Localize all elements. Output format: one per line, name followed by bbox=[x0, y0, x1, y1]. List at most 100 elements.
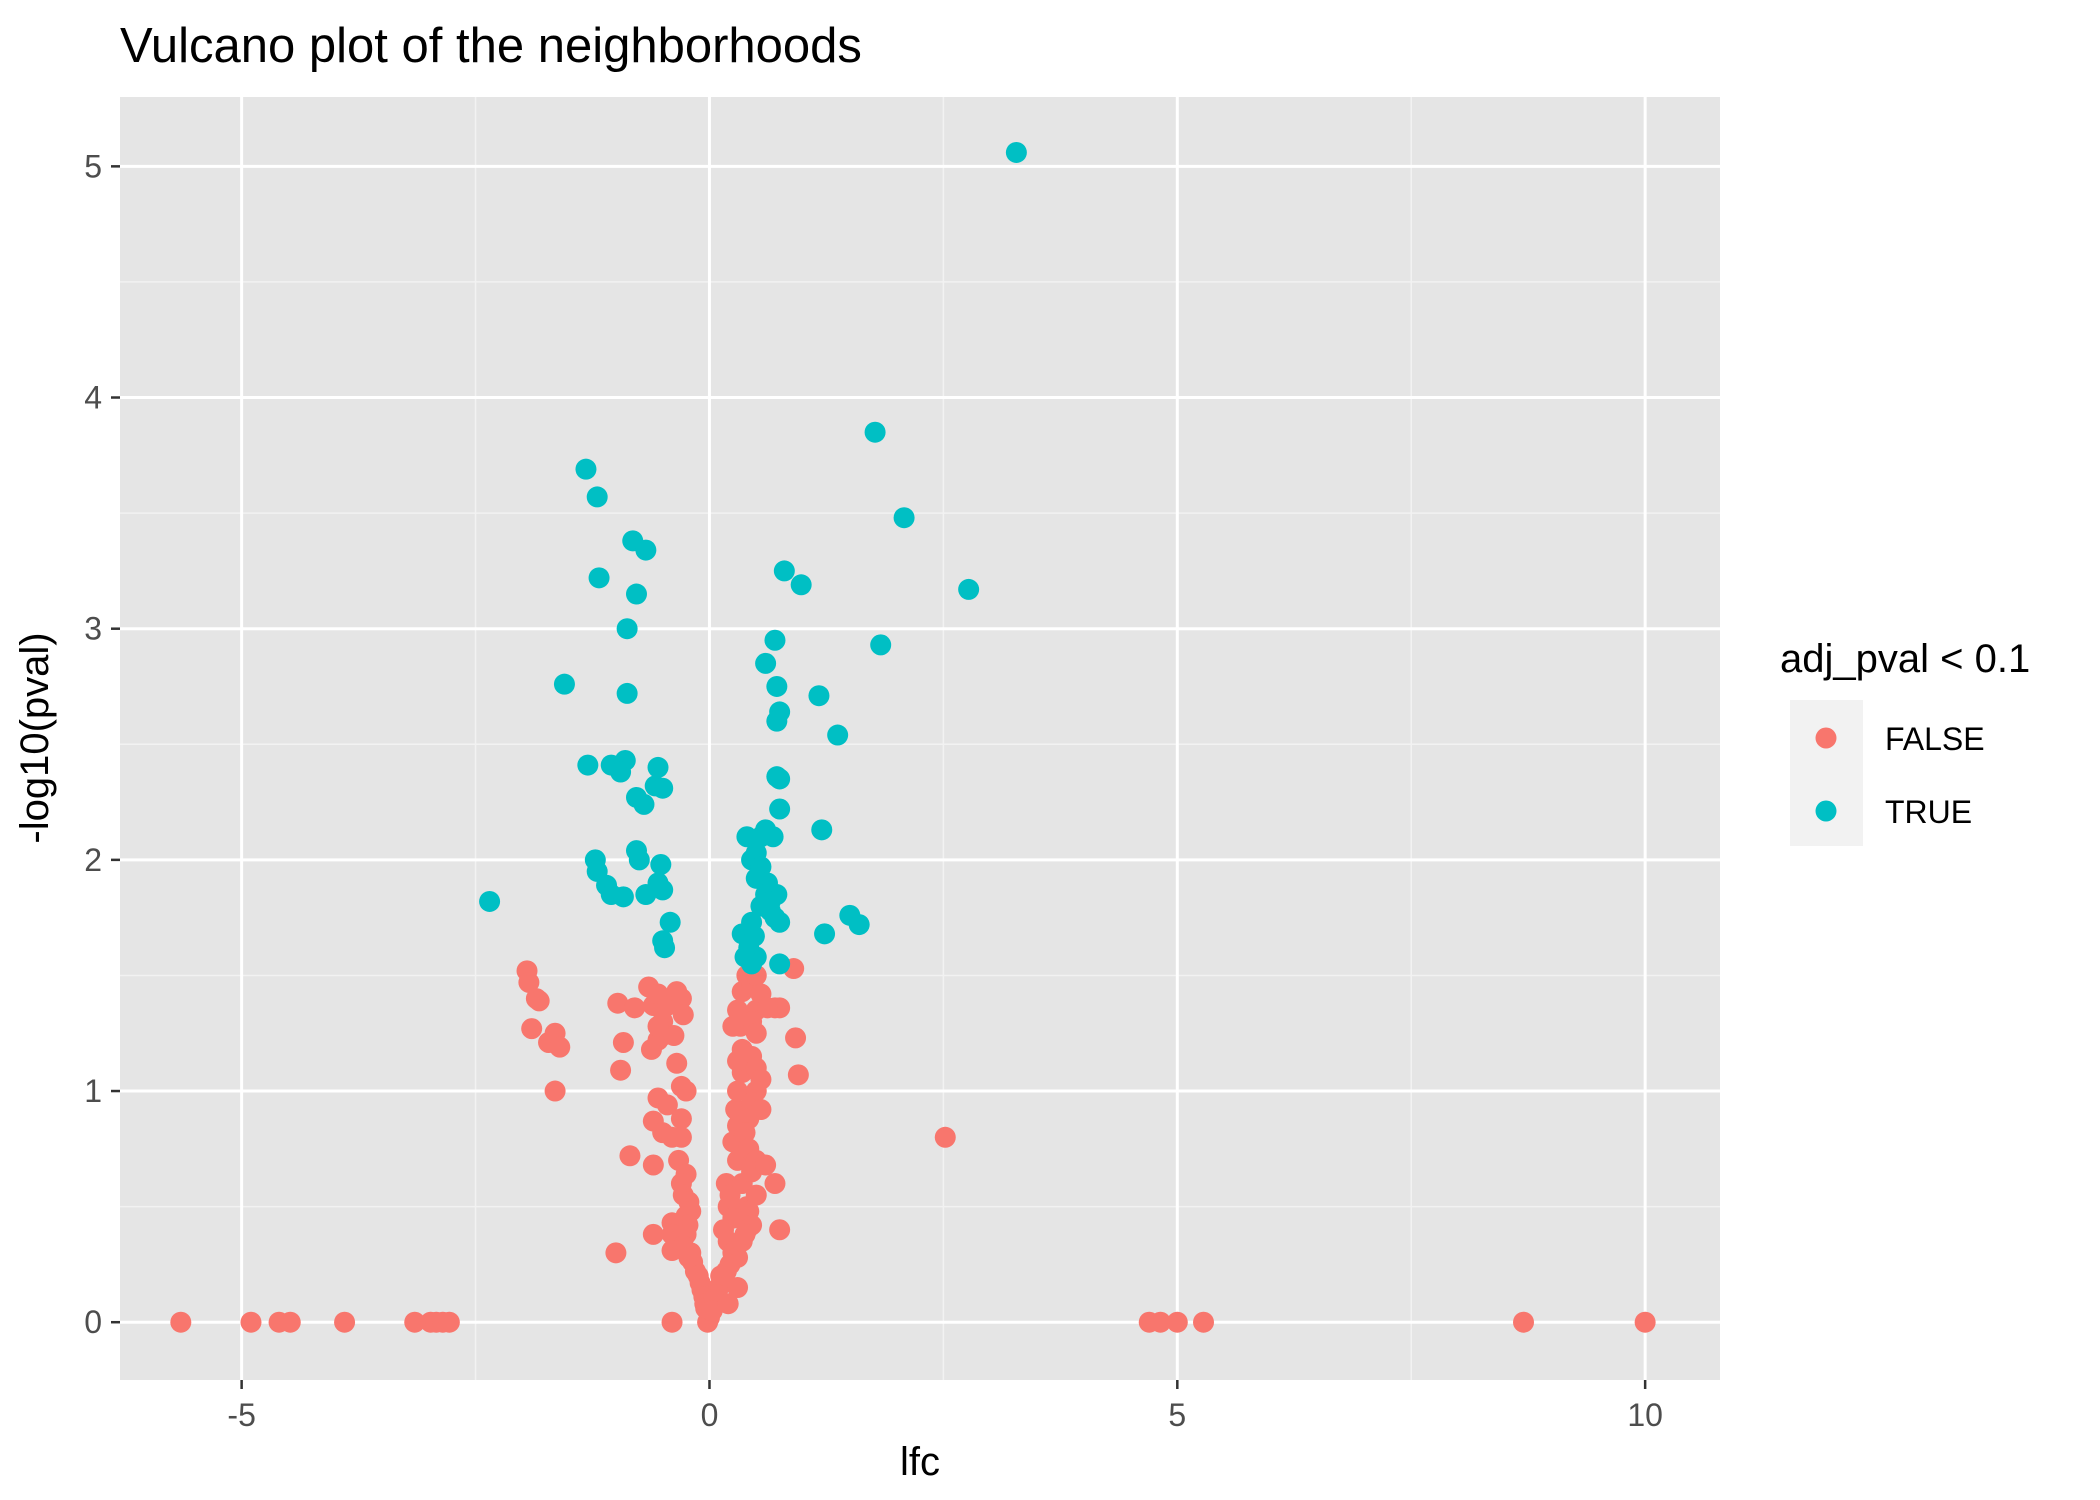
point-false bbox=[549, 1036, 571, 1058]
point-false bbox=[717, 1293, 739, 1315]
y-tick-label: 1 bbox=[84, 1073, 102, 1109]
point-false bbox=[701, 1300, 723, 1322]
x-tick-label: 10 bbox=[1627, 1397, 1663, 1433]
point-false bbox=[670, 1108, 692, 1130]
point-true bbox=[870, 634, 892, 656]
point-false bbox=[642, 1154, 664, 1176]
x-axis-title: lfc bbox=[900, 1440, 940, 1484]
point-false bbox=[170, 1311, 192, 1333]
point-true bbox=[736, 826, 758, 848]
point-false bbox=[1193, 1311, 1215, 1333]
point-false bbox=[544, 1080, 566, 1102]
point-false bbox=[1513, 1311, 1535, 1333]
point-true bbox=[811, 819, 833, 841]
point-false bbox=[647, 1015, 669, 1037]
y-tick-label: 5 bbox=[84, 148, 102, 184]
point-true bbox=[650, 853, 672, 875]
point-false bbox=[619, 1145, 641, 1167]
point-false bbox=[734, 1223, 756, 1245]
legend-label-true: TRUE bbox=[1885, 794, 1972, 830]
chart-title: Vulcano plot of the neighborhoods bbox=[120, 19, 862, 73]
legend-key-background bbox=[1790, 700, 1863, 846]
point-true bbox=[769, 953, 791, 975]
point-false bbox=[663, 1025, 685, 1047]
point-false bbox=[605, 1242, 627, 1264]
point-false bbox=[785, 1027, 807, 1049]
legend-key-false bbox=[1815, 727, 1837, 749]
point-true bbox=[625, 583, 647, 605]
point-true bbox=[769, 911, 791, 933]
grid-major bbox=[120, 97, 1720, 1380]
y-axis-ticks: 0 1 2 3 4 5 bbox=[84, 148, 120, 1340]
point-false bbox=[607, 992, 629, 1014]
point-false bbox=[678, 1246, 700, 1268]
x-tick-label: 0 bbox=[701, 1397, 719, 1433]
point-false bbox=[727, 999, 749, 1021]
point-false bbox=[764, 1173, 786, 1195]
point-false bbox=[745, 1184, 767, 1206]
point-false bbox=[656, 1094, 678, 1116]
point-true bbox=[616, 618, 638, 640]
point-false bbox=[521, 1018, 543, 1040]
legend: adj_pval < 0.1 FALSE TRUE bbox=[1780, 637, 2030, 846]
point-true bbox=[652, 879, 674, 901]
point-false bbox=[734, 1122, 756, 1144]
x-tick-label: -5 bbox=[227, 1397, 255, 1433]
point-true bbox=[577, 754, 599, 776]
point-true bbox=[654, 937, 676, 959]
point-false bbox=[612, 1031, 634, 1053]
point-true bbox=[588, 567, 610, 589]
point-false bbox=[518, 971, 540, 993]
point-false bbox=[666, 1052, 688, 1074]
point-true bbox=[553, 673, 575, 695]
point-true bbox=[659, 911, 681, 933]
point-false bbox=[745, 1022, 767, 1044]
y-tick-label: 3 bbox=[84, 611, 102, 647]
point-true bbox=[647, 756, 669, 778]
point-true bbox=[958, 578, 980, 600]
point-false bbox=[755, 1154, 777, 1176]
point-true bbox=[610, 761, 632, 783]
point-false bbox=[934, 1126, 956, 1148]
point-false bbox=[672, 1004, 694, 1026]
point-true bbox=[1005, 141, 1027, 163]
point-false bbox=[727, 1080, 749, 1102]
y-tick-label: 2 bbox=[84, 842, 102, 878]
point-true bbox=[766, 675, 788, 697]
x-tick-label: 5 bbox=[1168, 1397, 1186, 1433]
point-false bbox=[661, 1311, 683, 1333]
point-true bbox=[893, 507, 915, 529]
point-false bbox=[1166, 1311, 1188, 1333]
point-true bbox=[814, 923, 836, 945]
point-true bbox=[616, 682, 638, 704]
point-true bbox=[864, 421, 886, 443]
point-false bbox=[670, 1126, 692, 1148]
point-true bbox=[766, 710, 788, 732]
point-true bbox=[586, 486, 608, 508]
point-true bbox=[808, 685, 830, 707]
legend-title: adj_pval < 0.1 bbox=[1780, 637, 2030, 681]
legend-key-true bbox=[1815, 800, 1837, 822]
point-false bbox=[642, 1223, 664, 1245]
point-true bbox=[612, 886, 634, 908]
point-false bbox=[438, 1311, 460, 1333]
point-false bbox=[279, 1311, 301, 1333]
point-false bbox=[610, 1059, 632, 1081]
point-false bbox=[769, 1219, 791, 1241]
point-true bbox=[764, 629, 786, 651]
point-true bbox=[635, 539, 657, 561]
point-false bbox=[1634, 1311, 1656, 1333]
point-false bbox=[404, 1311, 426, 1333]
point-true bbox=[575, 458, 597, 480]
y-tick-label: 0 bbox=[84, 1304, 102, 1340]
point-false bbox=[240, 1311, 262, 1333]
point-false bbox=[727, 1277, 749, 1299]
point-false bbox=[675, 1080, 697, 1102]
point-true bbox=[762, 826, 784, 848]
point-true bbox=[769, 798, 791, 820]
point-true bbox=[652, 777, 674, 799]
point-false bbox=[334, 1311, 356, 1333]
point-false bbox=[1149, 1311, 1171, 1333]
